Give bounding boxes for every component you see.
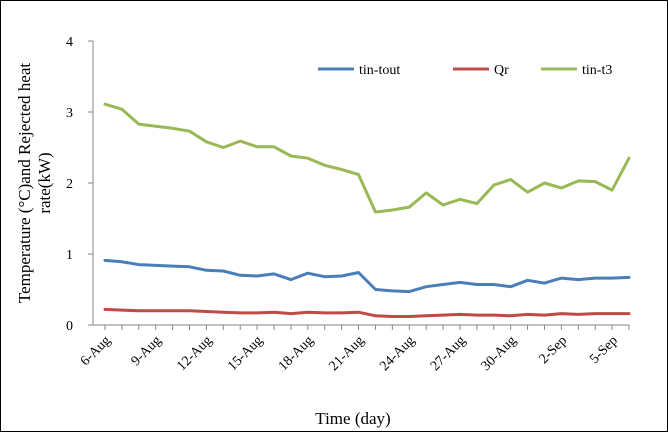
y-axis-title-line: Temperature (°C)and Rejected heat bbox=[15, 63, 34, 303]
x-tick-label: 6-Aug bbox=[78, 333, 114, 369]
x-axis-title: Time (day) bbox=[315, 409, 390, 428]
y-tick-label: 0 bbox=[66, 319, 73, 334]
y-axis-title-line: rate(kW) bbox=[35, 152, 54, 213]
series-line-tin-t3 bbox=[103, 102, 631, 214]
x-tick-label: 18-Aug bbox=[276, 333, 317, 374]
series-layer bbox=[103, 102, 631, 318]
x-tick-label: 2-Sep bbox=[537, 333, 571, 367]
legend-label-Qr: Qr bbox=[494, 63, 509, 78]
legend-label-tin-t3: tin-t3 bbox=[582, 63, 612, 78]
x-tick-label: 5-Sep bbox=[587, 333, 621, 367]
y-tick-label: 4 bbox=[66, 35, 73, 50]
x-tick-label: 21-Aug bbox=[327, 333, 368, 374]
legend-label-tin-tout: tin-tout bbox=[359, 63, 400, 78]
x-tick-label: 27-Aug bbox=[428, 333, 469, 374]
x-tick-label: 15-Aug bbox=[225, 333, 266, 374]
legend: tin-tout Qr tin-t3 bbox=[318, 63, 612, 78]
x-tick-label: 30-Aug bbox=[479, 333, 520, 374]
y-tick-labels: 0 1 2 3 4 bbox=[66, 35, 93, 334]
y-axis-title: Temperature (°C)and Rejected heat rate(kW… bbox=[15, 63, 54, 303]
y-tick-label: 1 bbox=[66, 248, 73, 263]
x-tick-label: 12-Aug bbox=[174, 333, 215, 374]
series-line-tin-tout bbox=[103, 258, 631, 294]
y-tick-label: 2 bbox=[66, 177, 73, 192]
x-tick-label: 9-Aug bbox=[129, 333, 165, 369]
y-tick-label: 3 bbox=[66, 106, 73, 121]
x-tick-labels: 6-Aug 9-Aug 12-Aug 15-Aug 18-Aug 21-Aug 24-Aug… bbox=[78, 325, 630, 374]
x-tick-label: 24-Aug bbox=[377, 333, 418, 374]
series-line-Qr bbox=[103, 307, 631, 318]
